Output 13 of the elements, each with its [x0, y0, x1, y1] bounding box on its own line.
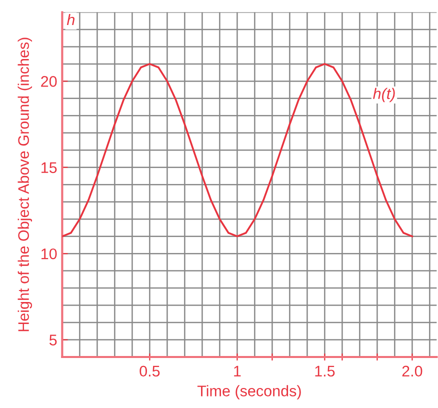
x-tick-label: 1 [234, 366, 241, 376]
y-tick-label: 10 [42, 248, 57, 260]
x-axis-title: Time (seconds) [197, 385, 301, 400]
x-tick-label: 0.5 [140, 366, 160, 377]
x-tick-label: 1.5 [315, 366, 335, 377]
line-series [62, 63, 414, 238]
y-tick-label: 15 [42, 162, 57, 174]
x-tick-label: 2.0 [402, 366, 422, 377]
annotation: h [66, 14, 74, 26]
y-axis-title: Height of the Object Above Ground (inches) [18, 38, 32, 332]
y-tick-label: 5 [49, 334, 57, 346]
y-tick-label: 20 [41, 76, 57, 87]
annotation: h(t) [373, 88, 395, 102]
